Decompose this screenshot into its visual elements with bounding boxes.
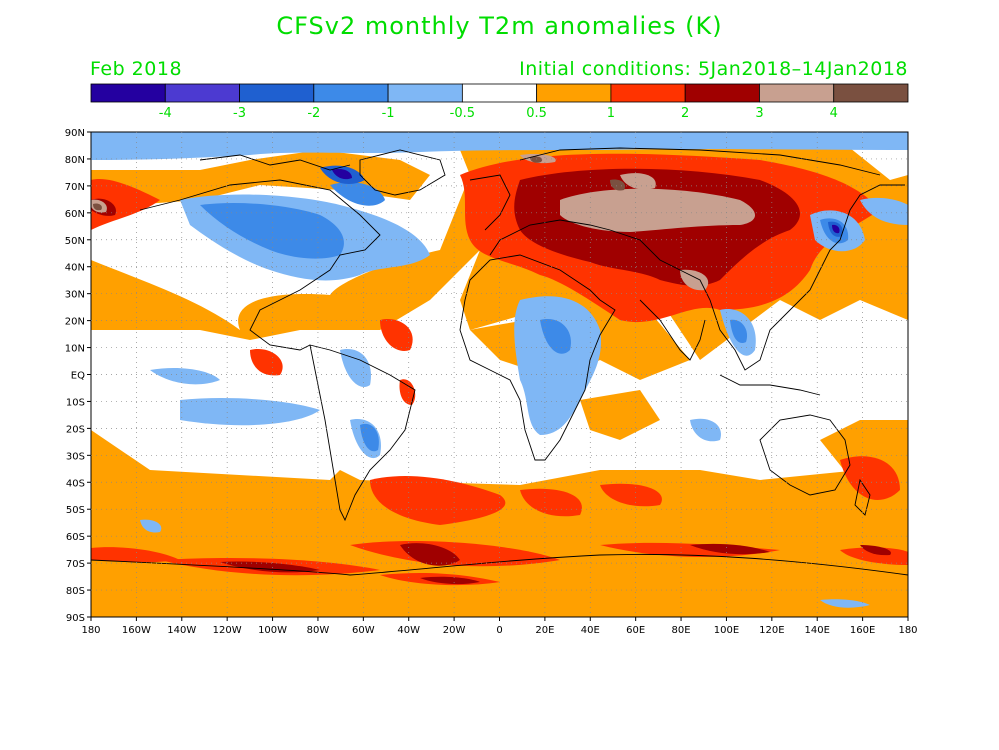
longitude-label: 100E [714,625,739,636]
colorbar-labels: -4 -3 -2 -1 -0.5 0.5 1 2 3 4 [159,106,838,121]
latitude-label: 30S [66,451,85,462]
forecast-month: Feb 2018 [90,58,183,80]
anomaly-field [91,132,908,617]
colorbar-swatch [90,83,166,103]
colorbar-swatch [759,83,835,103]
colorbar-swatch [684,83,760,103]
colorbar-label: -1 [382,106,395,121]
longitude-label: 0 [496,625,502,636]
colorbar [90,83,909,103]
colorbar-label: 3 [755,106,763,121]
latitude-label: 70S [66,559,85,570]
longitude-label: 180 [81,625,100,636]
longitude-label: 140E [805,625,830,636]
longitude-label: 180 [898,625,917,636]
colorbar-label: -3 [233,106,246,121]
colorbar-swatch [833,83,909,103]
latitude-label: 90S [66,613,85,624]
longitude-label: 20W [443,625,466,636]
colorbar-swatch [536,83,612,103]
latitude-label: 20S [66,424,85,435]
latitude-label: 70N [65,182,85,193]
colorbar-swatch [610,83,686,103]
colorbar-swatch [239,83,315,103]
colorbar-swatch [164,83,240,103]
colorbar-swatch [313,83,389,103]
colorbar-label: -0.5 [450,106,475,121]
longitude-label: 60W [352,625,375,636]
longitude-label: 100W [258,625,287,636]
longitude-label: 160E [850,625,875,636]
latitude-label: 80S [66,586,85,597]
longitude-label: 60E [626,625,645,636]
longitude-label: 20E [535,625,554,636]
latitude-label: 60S [66,532,85,543]
colorbar-label: -4 [159,106,172,121]
map-gridlines [91,132,908,617]
latitude-label: EQ [71,371,85,382]
longitude-label: 80E [672,625,691,636]
latitude-labels: 90N 80N 70N 60N 50N 40N 30N 20N 10N EQ 10S 20S 30S 40… [65,128,91,624]
initial-conditions: Initial conditions: 5Jan2018–14Jan2018 [519,58,908,80]
latitude-label: 60N [65,209,85,220]
colorbar-label: 4 [830,106,838,121]
colorbar-swatch [461,83,538,103]
latitude-label: 90N [65,128,85,139]
longitude-labels: 180 160W 140W 120W 100W 80W 60W 40W 20W 0 20E 40E 60… [81,617,918,636]
latitude-label: 80N [65,155,85,166]
longitude-label: 140W [167,625,196,636]
colorbar-label: 0.5 [526,106,547,121]
latitude-label: 10S [66,397,85,408]
colorbar-swatch [387,83,463,103]
map-title: CFSv2 monthly T2m anomalies (K) [276,12,723,40]
colorbar-label: -2 [307,106,320,121]
latitude-label: 40N [65,263,85,274]
longitude-label: 120W [213,625,242,636]
latitude-label: 10N [65,344,85,355]
longitude-label: 160W [122,625,151,636]
latitude-label: 20N [65,317,85,328]
longitude-label: 80W [307,625,330,636]
latitude-label: 50N [65,236,85,247]
longitude-label: 40E [581,625,600,636]
longitude-label: 40W [397,625,420,636]
colorbar-label: 2 [681,106,689,121]
latitude-label: 30N [65,290,85,301]
latitude-label: 50S [66,505,85,516]
colorbar-label: 1 [607,106,615,121]
longitude-label: 120E [759,625,784,636]
latitude-label: 40S [66,478,85,489]
